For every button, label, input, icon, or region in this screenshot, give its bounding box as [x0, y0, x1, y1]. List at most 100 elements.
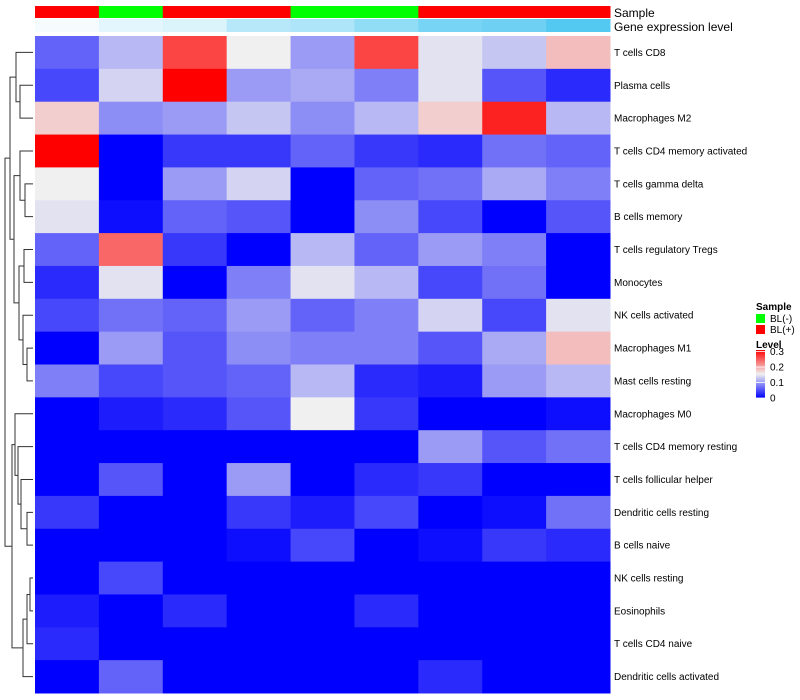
dendrogram-branch	[19, 150, 33, 201]
heatmap-cell	[354, 298, 419, 333]
row-label: NK cells activated	[614, 311, 693, 322]
heatmap-cell	[354, 265, 419, 300]
row-label: T cells CD4 naive	[614, 639, 693, 650]
legend-sample-entries: BL(-)BL(+)	[756, 314, 795, 336]
heatmap-cell	[162, 528, 228, 563]
row-labels: T cells CD8 Plasma cells Macrophages M2 T c…	[614, 48, 747, 683]
heatmap-cell	[546, 167, 611, 201]
expression-annotation-cell	[482, 19, 547, 32]
heatmap-cell	[418, 430, 483, 464]
heatmap-cell	[98, 331, 164, 365]
heatmap-cell	[98, 430, 164, 464]
heatmap-cell	[354, 495, 419, 530]
heatmap-cell	[482, 200, 547, 234]
heatmap-cell	[418, 397, 483, 431]
heatmap-cell	[226, 331, 292, 365]
row-label: Mast cells resting	[614, 376, 691, 387]
legend-sample-label: BL(-)	[770, 314, 792, 325]
heatmap-cell	[162, 397, 228, 431]
heatmap-cell	[290, 660, 355, 694]
heatmap-cell	[290, 298, 355, 333]
heatmap-cell	[226, 101, 292, 136]
expression-annotation-cell	[290, 19, 355, 32]
row-label: T cells CD4 memory activated	[614, 146, 747, 157]
heatmap-cell	[418, 594, 483, 628]
heatmap-cell	[35, 660, 100, 694]
sample-annotation-cell	[546, 6, 611, 18]
heatmap-cell	[35, 364, 100, 398]
row-label: Dendritic cells resting	[614, 508, 709, 519]
heatmap-cell	[290, 200, 355, 234]
heatmap-cell	[290, 167, 355, 201]
heatmap-cell	[98, 561, 164, 595]
heatmap-cell	[290, 397, 355, 431]
row-label: T cells follicular helper	[614, 475, 713, 486]
heatmap-cell	[482, 397, 547, 431]
heatmap-cell	[546, 660, 611, 694]
heatmap-cell	[162, 660, 228, 694]
heatmap-cell	[546, 594, 611, 628]
heatmap-cell	[162, 561, 228, 595]
sample-annotation-cell	[226, 6, 292, 18]
heatmap-cell	[162, 167, 228, 201]
heatmap-cell	[162, 627, 228, 661]
heatmap-cell	[35, 430, 100, 464]
heatmap-cell	[35, 265, 100, 300]
heatmap-cell	[226, 265, 292, 300]
heatmap-cell	[226, 200, 292, 234]
heatmap-cell	[418, 660, 483, 694]
dendrogram-branch	[9, 76, 16, 240]
heatmap-cell	[354, 101, 419, 136]
heatmap-cell	[226, 298, 292, 333]
heatmap-cell	[354, 200, 419, 234]
heatmap-cell	[482, 233, 547, 267]
annotation-tracks	[35, 6, 611, 32]
heatmap-cell	[546, 36, 611, 70]
heatmap-cell	[418, 364, 483, 398]
dendrogram-branch	[24, 183, 33, 218]
heatmap-cell	[546, 561, 611, 595]
heatmap-cell	[354, 331, 419, 365]
heatmap-cell	[226, 430, 292, 464]
row-label: B cells memory	[614, 212, 682, 223]
heatmap-cell	[290, 495, 355, 530]
heatmap-cell	[354, 36, 419, 70]
legend-sample-label: BL(+)	[770, 325, 795, 336]
heatmap-cell	[546, 495, 611, 530]
dendrogram-branch	[29, 577, 33, 612]
heatmap-cell	[418, 561, 483, 595]
heatmap-cell	[482, 167, 547, 201]
heatmap-cell	[546, 331, 611, 365]
heatmap-cell	[162, 594, 228, 628]
heatmap-cell	[226, 627, 292, 661]
heatmap-cell	[418, 298, 483, 333]
expression-annotation-cell	[546, 19, 611, 32]
heatmap-cell	[226, 660, 292, 694]
heatmap-cell	[546, 397, 611, 431]
row-label: NK cells resting	[614, 574, 683, 585]
heatmap-cell	[98, 495, 164, 530]
heatmap-cell	[546, 101, 611, 136]
heatmap-cell	[98, 660, 164, 694]
annotation-label-expression: Gene expression level	[614, 20, 733, 34]
heatmap-cell	[482, 331, 547, 365]
sample-annotation-cell	[418, 6, 483, 18]
legend-sample-swatch	[756, 325, 765, 334]
heatmap-cell	[290, 36, 355, 70]
row-label: T cells gamma delta	[614, 179, 704, 190]
heatmap-cell	[35, 233, 100, 267]
legend: Sample BL(-)BL(+) Level 0.3 0.2 0.1 0	[756, 302, 795, 405]
heatmap-cell	[354, 233, 419, 267]
heatmap-cell	[290, 68, 355, 103]
heatmap-cell	[354, 528, 419, 563]
row-label: T cells regulatory Tregs	[614, 245, 718, 256]
heatmap-cell	[35, 528, 100, 563]
heatmap-cell	[98, 101, 164, 136]
heatmap-cell	[226, 561, 292, 595]
heatmap-cell	[546, 364, 611, 398]
dendrogram-branch	[26, 511, 33, 546]
heatmap-cell	[482, 594, 547, 628]
expression-annotation-cell	[354, 19, 419, 32]
heatmap-cell	[290, 627, 355, 661]
heatmap-cell	[290, 364, 355, 398]
